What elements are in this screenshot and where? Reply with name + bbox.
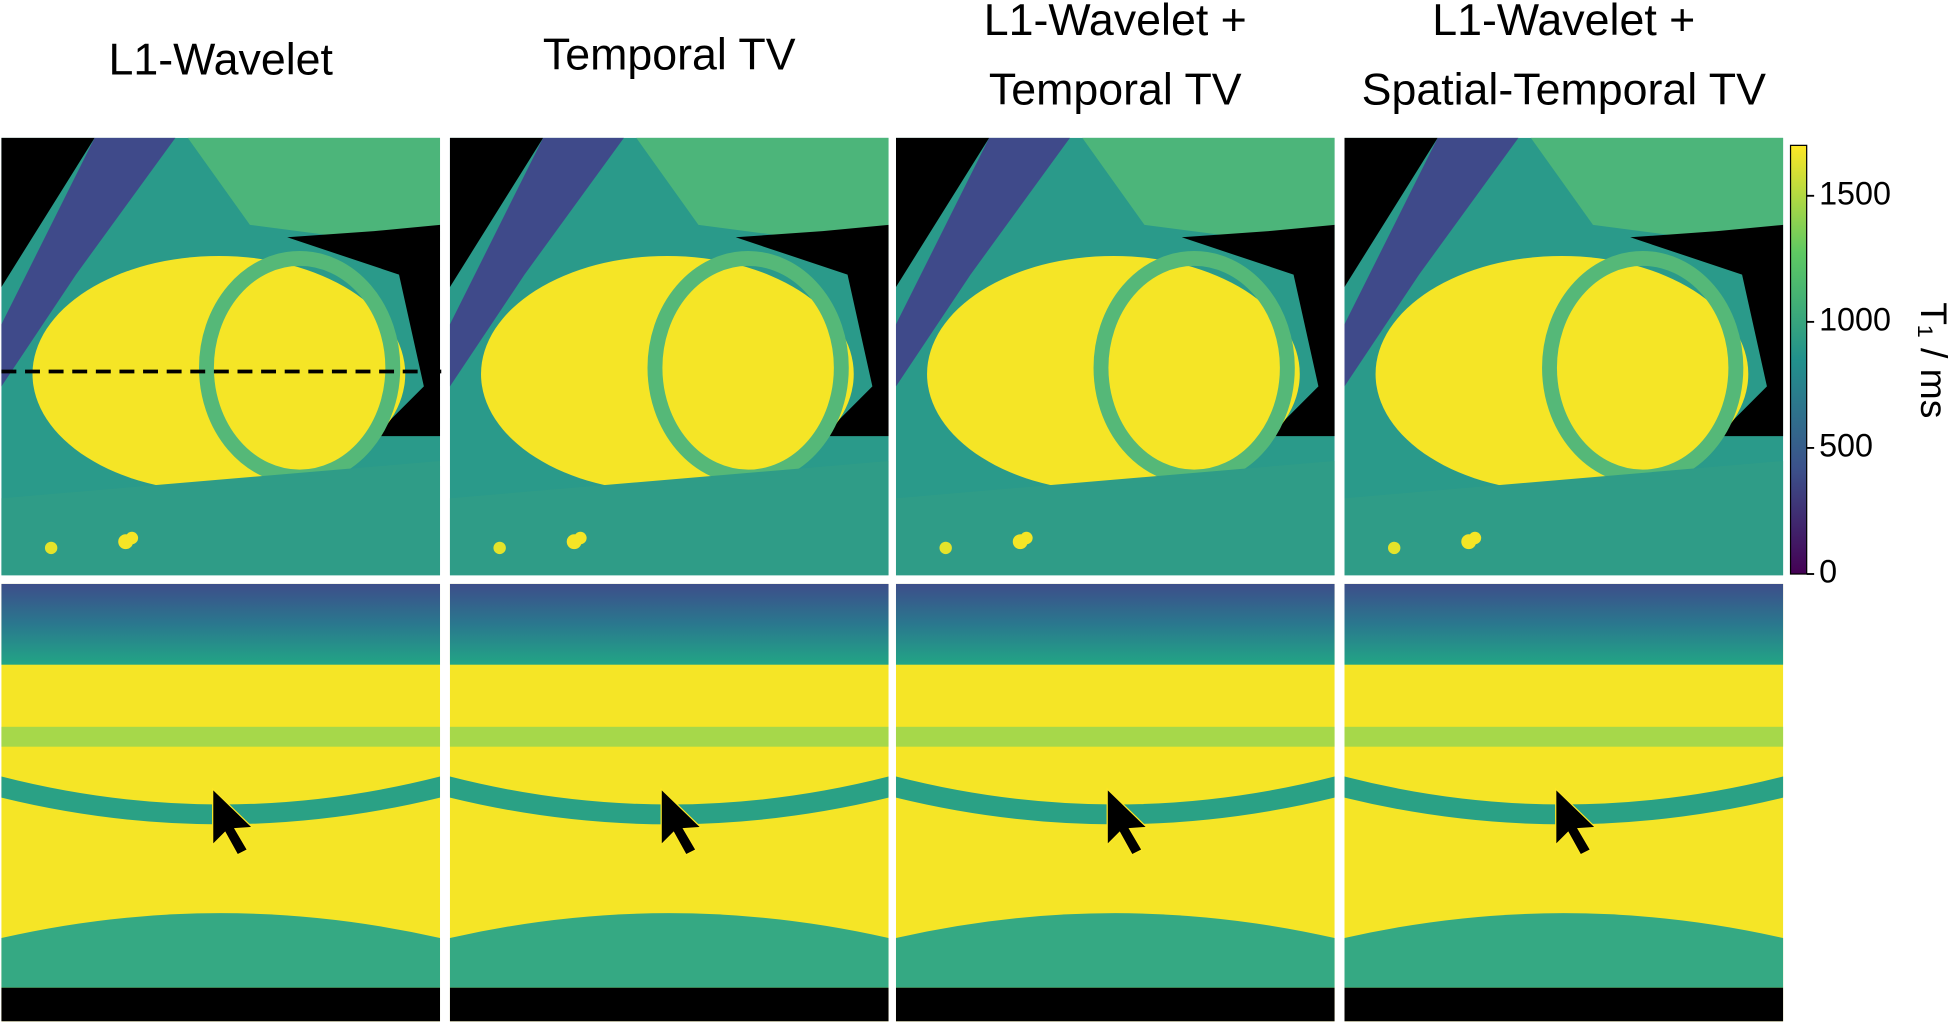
map-image: [1, 138, 440, 575]
colorbar: [1789, 144, 1808, 575]
colorbar-tick-label: 500: [1819, 427, 1873, 463]
column-title: Temporal TV: [989, 65, 1242, 114]
column-title: L1-Wavelet +: [984, 0, 1247, 45]
profile-image: [895, 583, 1336, 1022]
profile-image: [449, 583, 890, 1022]
column-title: L1-Wavelet +: [1432, 0, 1695, 45]
map-image: [1345, 138, 1784, 575]
column-title: Spatial-Temporal TV: [1362, 65, 1766, 114]
map-image: [896, 138, 1335, 575]
colorbar-label: T₁ / ms: [1913, 302, 1951, 418]
colorbar-tick-label: 1500: [1819, 175, 1891, 211]
profile-image: [1343, 583, 1784, 1022]
profile-image: [0, 583, 441, 1022]
column-title: L1-Wavelet: [108, 36, 333, 85]
colorbar-tick-label: 0: [1819, 554, 1837, 590]
column-title: Temporal TV: [543, 31, 796, 80]
map-image: [450, 138, 889, 575]
colorbar-tick-label: 1000: [1819, 301, 1891, 337]
